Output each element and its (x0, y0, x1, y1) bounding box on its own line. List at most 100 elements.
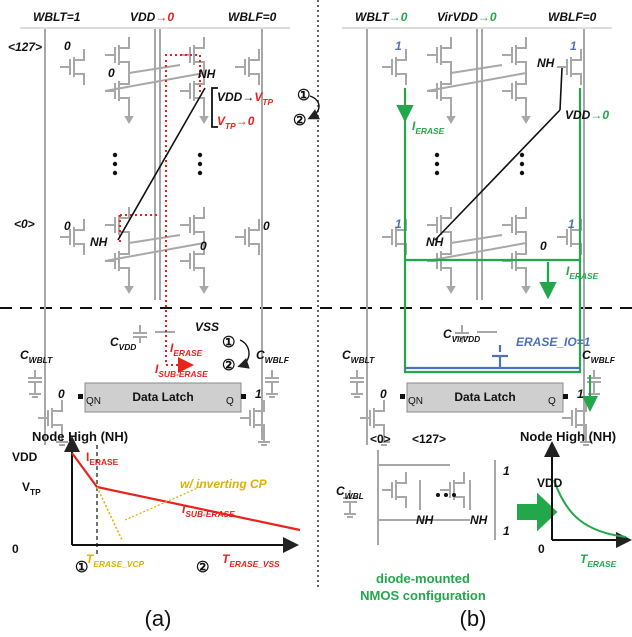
label-part: ERASE_IO=1 (516, 335, 591, 349)
label: TERASE_VSS (222, 552, 280, 569)
label: TERASE (580, 552, 617, 569)
node-label: NH (426, 235, 444, 249)
label-part: 1 (503, 524, 510, 538)
label-part: w/ inverting CP (180, 477, 268, 491)
label: 1 (503, 524, 510, 538)
label-part: ② (293, 112, 306, 129)
label-part: NH (416, 513, 434, 527)
step-arrow (240, 340, 249, 366)
label: 0 (538, 542, 545, 556)
label-part: (a) (145, 606, 172, 631)
label: <127> (412, 432, 446, 446)
label-part: diode-mounted (376, 571, 470, 586)
label: 0 (200, 239, 207, 253)
label: 0 (108, 66, 115, 80)
ellipsis-dot (452, 493, 456, 497)
label-part: C (110, 335, 119, 349)
label-subscript: ERASE (587, 559, 616, 569)
label-part: NH (470, 513, 488, 527)
node-label: NH (90, 235, 108, 249)
decay-curve (554, 480, 626, 537)
row-index: <0> (14, 217, 35, 231)
supply-label: VDD→0 (130, 10, 174, 24)
label-part: 0 (380, 387, 387, 401)
ellipsis-dot (520, 171, 524, 175)
label-part: V (22, 480, 30, 494)
label: Q (548, 396, 556, 407)
label: VTP (22, 480, 41, 497)
label-part: Data Latch (132, 390, 193, 404)
capacitor (133, 325, 147, 343)
label: ERASE_IO=1 (516, 335, 591, 349)
label: 1 (568, 217, 575, 231)
label: 1 (577, 387, 584, 401)
ellipsis-dot (198, 171, 202, 175)
label-part: 0 (540, 239, 547, 253)
label-part: C (582, 348, 591, 362)
transistor (235, 219, 259, 255)
label: diode-mounted (376, 571, 470, 586)
label-part: VDD (12, 450, 38, 464)
label: NH (416, 513, 434, 527)
ground (266, 388, 278, 397)
label-part: (b) (460, 606, 487, 631)
row-index: <127> (8, 40, 42, 54)
label-subscript: ERASE (415, 126, 444, 136)
label: NMOS configuration (360, 588, 486, 603)
step-mark: ② (293, 112, 306, 129)
label-part: QN (86, 396, 101, 407)
label-part: 0 (58, 387, 65, 401)
bitline-label: WBLF=0 (228, 10, 277, 24)
ellipsis-dot (520, 162, 524, 166)
label-part: Node High (NH) (32, 429, 128, 444)
step-mark: ② (222, 357, 235, 374)
label: 0 (380, 387, 387, 401)
capacitor (265, 370, 279, 388)
label-part: 0 (12, 542, 19, 556)
label: 1 (570, 39, 577, 53)
label-subscript: ERASE (173, 348, 202, 358)
label-part: 0 (64, 219, 71, 233)
latch-pin (78, 394, 83, 399)
label-part: WBLT (355, 10, 390, 24)
label: 1 (395, 217, 402, 231)
label-subscript: SUB-ERASE (158, 369, 208, 379)
label: QN (86, 396, 101, 407)
ground (258, 436, 270, 445)
wire (451, 109, 526, 117)
annotation: w/ inverting CP (180, 477, 268, 491)
label-part: 0 (263, 219, 270, 233)
capacitor-label: CWBLT (20, 348, 53, 365)
latch-title: Data Latch (132, 390, 193, 404)
transistor (105, 207, 129, 243)
ground (29, 388, 41, 397)
transistor (360, 400, 384, 436)
figure: WBLT=1VDD→0WBLF=0<127>00NHVDD→VTP①VTP→0②… (0, 0, 632, 637)
label-part: 0 (200, 239, 207, 253)
label-part: →0 (590, 108, 609, 122)
label-subscript: WBLF (591, 355, 616, 365)
latch-pin (241, 394, 246, 399)
label-subscript: ERASE_VCP (93, 559, 144, 569)
label-subscript: ERASE_VSS (229, 559, 280, 569)
label-part: <0> (370, 432, 391, 446)
current-label: IERASE (170, 341, 203, 358)
label-part: C (256, 348, 265, 362)
wire (448, 287, 529, 292)
label-part: 1 (395, 217, 402, 231)
label: 0 (64, 39, 71, 53)
label-subscript: VirVDD (452, 334, 481, 344)
transistor (382, 49, 406, 85)
pointer-line (118, 88, 205, 240)
label-part: NH (90, 235, 108, 249)
current-label: IERASE (566, 264, 599, 281)
ellipsis-dot (113, 153, 117, 157)
caption: (a) (145, 606, 172, 631)
ground (344, 508, 356, 517)
label-part: WBLF=0 (548, 10, 597, 24)
label: CWBL (336, 484, 364, 501)
ellipsis-dot (113, 162, 117, 166)
step-label: VDD→VTP (217, 90, 273, 107)
label: IERASE (86, 450, 119, 467)
label-part: C (443, 327, 452, 341)
